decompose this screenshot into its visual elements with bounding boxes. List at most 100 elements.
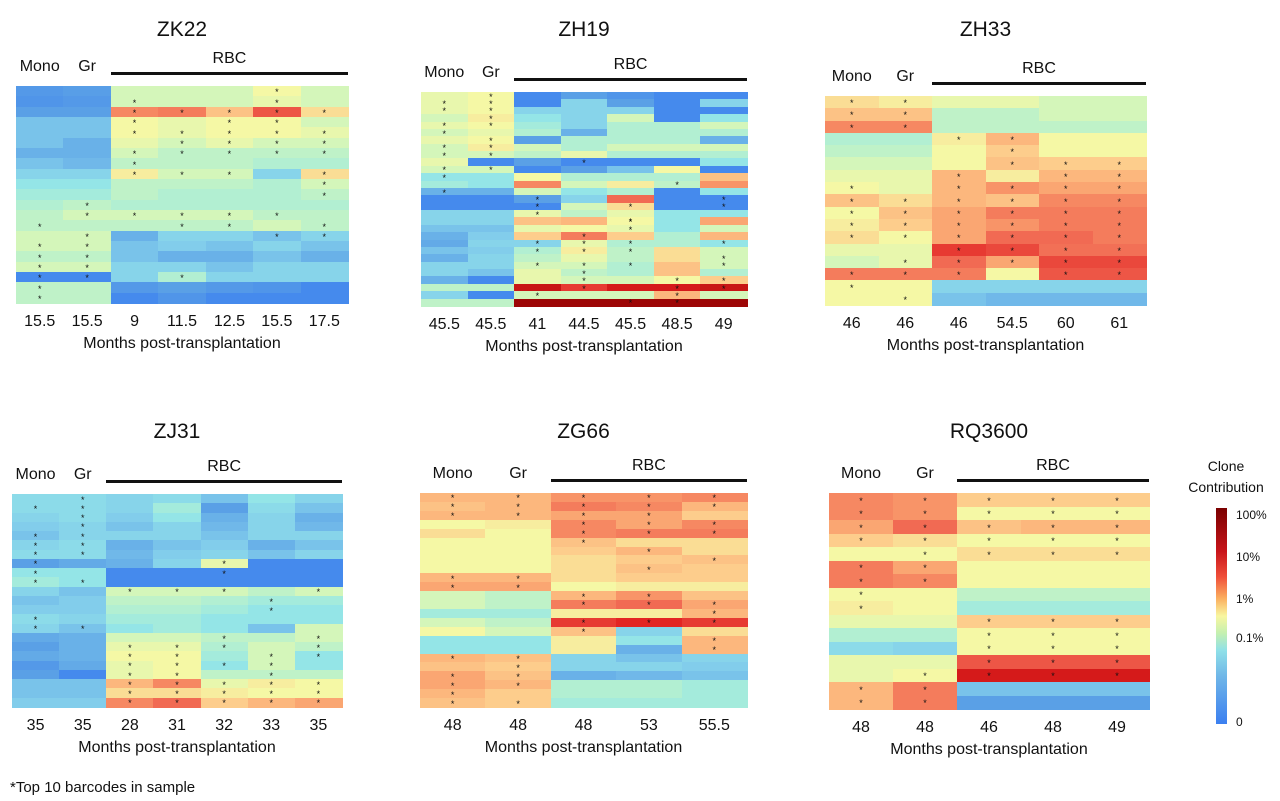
heatmap-cell (957, 520, 1022, 535)
heatmap-cell (158, 261, 207, 273)
x-tick-label: 48 (509, 717, 527, 734)
heatmap-cell (200, 521, 249, 532)
top10-star-marker: * (222, 689, 226, 700)
heatmap-cell (957, 628, 1022, 643)
heatmap-cell (300, 272, 349, 283)
heatmap-cell (59, 605, 107, 615)
top10-star-marker: * (275, 231, 279, 242)
top10-star-marker: * (1063, 221, 1068, 232)
heatmap-cell (700, 143, 748, 152)
heatmap-cell (294, 503, 343, 514)
top10-star-marker: * (923, 671, 927, 682)
top10-star-marker: * (85, 231, 89, 242)
heatmap-cell (1039, 194, 1094, 208)
heatmap-cell (420, 591, 486, 601)
heatmap-cell (653, 92, 701, 100)
top10-star-marker: * (175, 661, 179, 672)
heatmap-cell (247, 540, 296, 551)
heatmap-cell (932, 268, 987, 281)
heatmap-cell (700, 180, 748, 189)
top10-star-marker: * (1010, 196, 1014, 207)
top10-star-marker: * (582, 276, 586, 287)
heatmap-cell (1092, 96, 1147, 109)
heatmap-cell (421, 99, 469, 108)
heatmap-cell (421, 210, 469, 219)
heatmap-cell (653, 99, 701, 108)
heatmap-cell (420, 600, 486, 610)
heatmap-cell (550, 608, 617, 619)
heatmap-cell (829, 587, 894, 602)
heatmap-cell (829, 601, 894, 616)
top10-star-marker: * (80, 531, 85, 542)
top10-star-marker: * (442, 150, 447, 161)
heatmap-cell (957, 587, 1022, 602)
heatmap-cell (681, 662, 748, 672)
heatmap-cell (205, 210, 254, 221)
heatmap-cell (653, 165, 701, 174)
top10-star-marker: * (269, 605, 274, 616)
group-label-gr: Gr (73, 466, 92, 483)
heatmap-cell (681, 493, 748, 503)
heatmap-cell (12, 623, 60, 634)
heatmap-cell (59, 697, 107, 708)
heatmap-cell (467, 276, 515, 285)
top10-star-marker: * (132, 211, 137, 222)
heatmap-cell (106, 549, 155, 560)
top10-star-marker: * (849, 196, 854, 207)
heatmap-cell (158, 86, 207, 97)
heatmap-cell (616, 698, 683, 708)
x-tick-label: 9 (130, 313, 139, 330)
heatmap-cell (63, 251, 112, 263)
heatmap-cell (607, 283, 655, 292)
top10-star-marker: * (37, 242, 42, 253)
heatmap-cell (420, 528, 486, 539)
heatmap-cell (893, 547, 958, 562)
heatmap-cell (485, 582, 552, 592)
heatmap-cell (247, 568, 296, 578)
heatmap-cell (153, 577, 202, 588)
top10-star-marker: * (647, 529, 651, 540)
heatmap-cell (59, 651, 107, 662)
top10-star-marker: * (535, 202, 540, 213)
heatmap-cell (893, 560, 958, 575)
heatmap-cell (985, 96, 1040, 109)
heatmap-cell (59, 679, 107, 690)
top10-star-marker: * (180, 221, 184, 232)
heatmap-cell (514, 195, 562, 204)
top10-star-marker: * (987, 509, 991, 520)
heatmap-cell (247, 512, 296, 523)
heatmap-cell (294, 660, 343, 671)
top10-star-marker: * (222, 642, 226, 653)
heatmap-cell (153, 669, 202, 680)
heatmap-cell (607, 195, 655, 204)
heatmap-cell (681, 501, 748, 512)
top10-star-marker: * (275, 107, 279, 118)
top10-star-marker: * (450, 573, 455, 584)
heatmap-cell (205, 86, 254, 97)
heatmap-cell (59, 577, 107, 588)
heatmap-cell (294, 679, 343, 690)
top10-star-marker: * (132, 128, 137, 139)
heatmap-cell (653, 158, 701, 167)
heatmap-cell (12, 531, 60, 541)
heatmap-cell (1021, 520, 1086, 535)
heatmap-cell (681, 519, 748, 530)
heatmap-cell (1092, 243, 1147, 257)
heatmap-cell (300, 106, 349, 118)
heatmap-cell (932, 157, 987, 171)
heatmap-cell (485, 653, 552, 664)
heatmap-cell (467, 298, 515, 307)
heatmap-cell (247, 660, 296, 671)
heatmap-cell (1039, 182, 1094, 195)
heatmap-cell (1039, 231, 1094, 245)
heatmap-cell (63, 96, 112, 108)
heatmap-cell (1021, 655, 1086, 670)
top10-star-marker: * (903, 196, 907, 207)
top10-star-marker: * (849, 122, 854, 133)
heatmap-cell (825, 255, 880, 269)
heatmap-cell (300, 179, 349, 190)
heatmap-cell (16, 96, 65, 108)
legend-colorbar (1216, 508, 1227, 724)
heatmap-cell (63, 148, 112, 159)
heatmap-cell (893, 493, 958, 508)
